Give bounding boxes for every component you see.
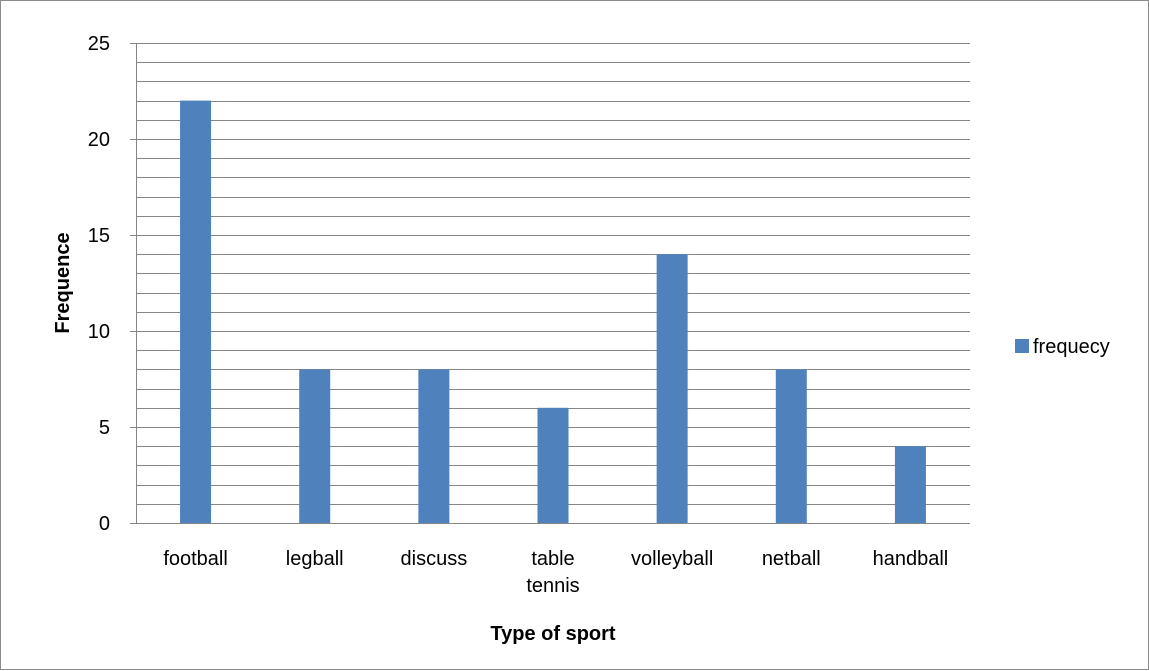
bars bbox=[180, 100, 926, 523]
bar-legball bbox=[299, 369, 331, 523]
y-axis-title: Frequence bbox=[52, 232, 74, 333]
bar-table-tennis bbox=[537, 407, 569, 523]
x-tick-label: table tennis bbox=[526, 548, 579, 597]
legend: frequecy bbox=[1015, 336, 1110, 358]
legend-label: frequecy bbox=[1033, 336, 1110, 358]
legend-swatch bbox=[1015, 339, 1029, 353]
gridlines bbox=[130, 43, 970, 524]
x-tick-labels: football legball discuss table tennis volleyb… bbox=[163, 548, 948, 597]
x-axis-title: Type of sport bbox=[490, 623, 616, 645]
bar-volleyball bbox=[656, 254, 688, 523]
x-tick-label: legball bbox=[286, 548, 344, 570]
bar-football bbox=[180, 100, 212, 523]
bar-discuss bbox=[418, 369, 450, 523]
x-tick-label: netball bbox=[762, 548, 821, 570]
y-tick-label: 15 bbox=[88, 225, 110, 247]
y-tick-labels: 0 5 10 15 20 25 bbox=[88, 33, 110, 535]
x-tick-label: volleyball bbox=[631, 548, 713, 570]
x-tick-label: football bbox=[163, 548, 228, 570]
bar-netball bbox=[775, 369, 807, 523]
y-tick-label: 0 bbox=[99, 513, 110, 535]
y-tick-label: 5 bbox=[99, 417, 110, 439]
y-tick-label: 25 bbox=[88, 33, 110, 55]
x-tick-label: discuss bbox=[401, 548, 468, 570]
x-tick-label: handball bbox=[873, 548, 949, 570]
y-tick-label: 20 bbox=[88, 129, 110, 151]
y-tick-label: 10 bbox=[88, 321, 110, 343]
bar-handball bbox=[894, 446, 926, 523]
